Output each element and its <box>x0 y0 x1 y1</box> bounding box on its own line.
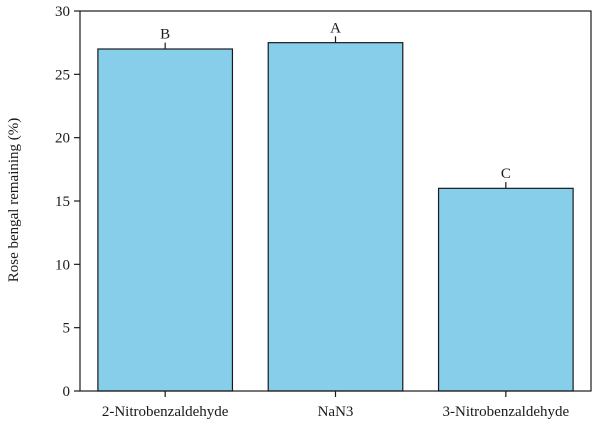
bar <box>437 187 574 392</box>
bar <box>97 48 234 392</box>
y-tick-label: 20 <box>55 131 70 147</box>
y-ticks: 0 5 10 15 20 25 30 <box>55 4 80 400</box>
bar <box>267 42 404 392</box>
significance-letter: B <box>160 27 170 43</box>
significance-letter: A <box>330 20 341 36</box>
y-tick-label: 0 <box>63 384 71 400</box>
y-tick-label: 10 <box>55 257 70 273</box>
x-tick-label: NaN3 <box>318 404 354 420</box>
bars <box>97 42 574 392</box>
y-tick-label: 15 <box>55 194 70 210</box>
x-tick-labels: 2-Nitrobenzaldehyde NaN3 3-Nitrobenzaldehy… <box>102 391 570 420</box>
error-bars <box>164 36 507 189</box>
significance-letters: B A C <box>160 20 511 182</box>
x-tick-label: 2-Nitrobenzaldehyde <box>102 404 229 420</box>
y-tick-label: 25 <box>55 67 70 83</box>
y-axis-label: Rose bengal remaining (%) <box>6 118 22 283</box>
y-tick-label: 5 <box>63 321 71 337</box>
x-tick-label: 3-Nitrobenzaldehyde <box>443 404 570 420</box>
plot-frame <box>79 10 592 392</box>
y-tick-label: 30 <box>55 4 70 20</box>
significance-letter: C <box>501 166 511 182</box>
